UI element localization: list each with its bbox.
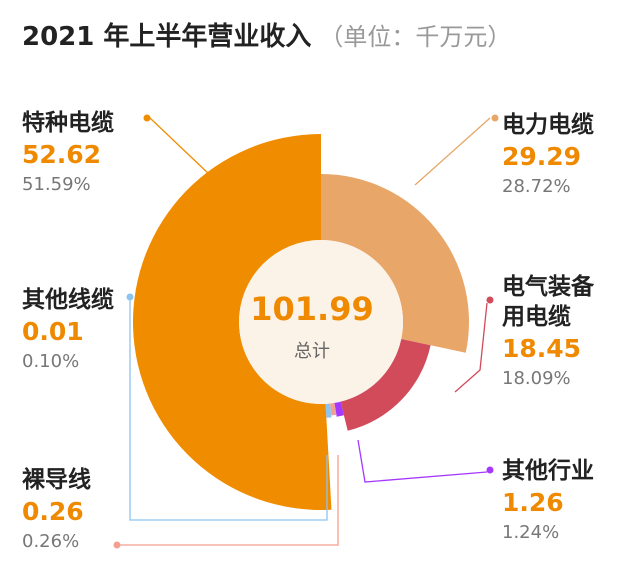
center-disc [239,240,403,404]
label-percent: 0.26% [22,531,80,552]
label-name-line2: 用电缆 [502,304,571,330]
label-power-cable: 电力电缆 29.29 28.72% [502,110,594,200]
label-special-cable: 特种电缆 52.62 51.59% [22,108,114,198]
label-value: 1.26 [502,488,564,517]
leader-power-cable-dot [491,114,499,122]
leader-equipment-cable [454,302,488,393]
leader-special-cable-dot [143,114,151,122]
leader-bare-wire-dot [113,541,121,549]
center-total-value: 101.99 [250,290,374,328]
leader-bare-wire [120,455,339,546]
unit-note: （单位：千万元） [319,23,512,51]
label-value: 18.45 [502,334,582,363]
label-name: 其他线缆 [22,287,114,313]
label-value: 0.01 [22,317,84,346]
center-total-label: 总计 [294,341,330,362]
leader-other-wire-cable [129,300,328,521]
label-percent: 18.09% [502,368,571,389]
label-name: 其他行业 [502,458,594,484]
label-bare-wire: 裸导线 0.26 0.26% [22,465,91,555]
slice-special-cable [132,134,332,511]
label-percent: 1.24% [502,522,560,543]
leader-special-cable [149,117,211,176]
label-name: 电力电缆 [502,112,594,138]
label-equipment-cable: 电气装备 用电缆 18.45 18.09% [502,272,594,392]
leader-equipment-cable-dot [486,296,494,304]
leader-other-industry [357,439,488,483]
label-percent: 0.10% [22,351,80,372]
leader-power-cable [414,117,491,186]
leader-other-wire-cable-dot [126,293,134,301]
slice-power-cable [321,174,469,353]
slice-other-industry [334,401,344,417]
label-value: 29.29 [502,142,582,171]
chart-title: 2021 年上半年营业收入 （单位：千万元） [22,16,511,53]
label-name-line1: 电气装备 [502,274,594,300]
label-name: 裸导线 [22,467,91,493]
label-value: 52.62 [22,140,102,169]
label-percent: 28.72% [502,176,571,197]
slice-other-wire-cable [325,403,332,418]
label-value: 0.26 [22,497,84,526]
leader-other-industry-dot [486,466,494,474]
label-other-wire-cable: 其他线缆 0.01 0.10% [22,285,114,375]
label-name: 特种电缆 [22,110,114,136]
chart-title-text: 2021 年上半年营业收入 [22,22,312,52]
slice-bare-wire [330,402,337,416]
label-other-industry: 其他行业 1.26 1.24% [502,456,594,546]
slice-equipment-cable [340,339,431,431]
label-percent: 51.59% [22,174,91,195]
